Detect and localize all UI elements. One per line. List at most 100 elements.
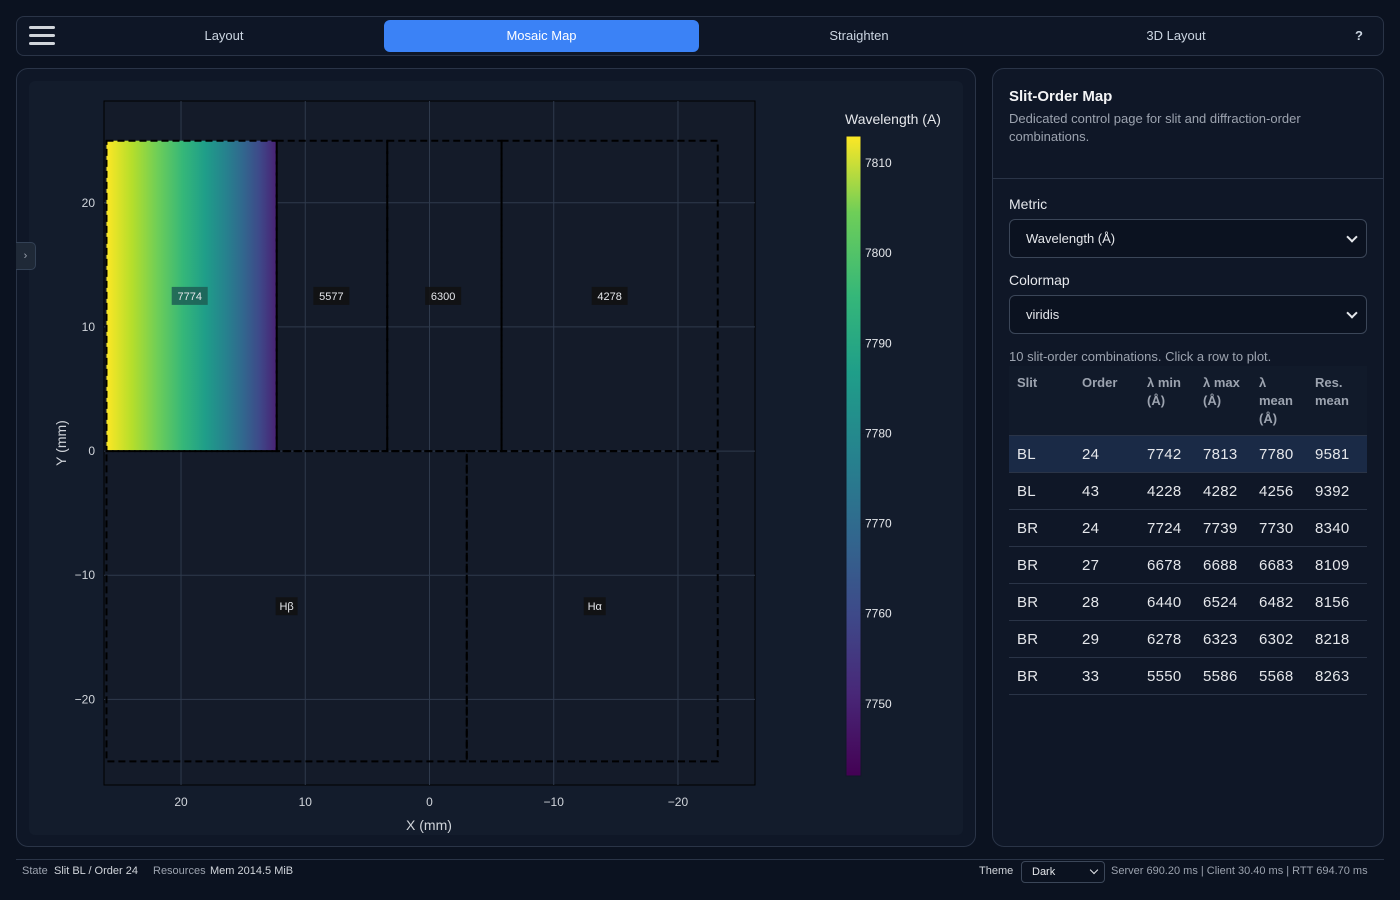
table-cell: 24 (1082, 446, 1100, 463)
table-cell: 28 (1082, 594, 1100, 611)
table-cell: 9392 (1315, 483, 1350, 500)
table-row[interactable]: BL 43 4228 4282 4256 9392 (1009, 473, 1367, 510)
side-panel-description: Dedicated control page for slit and diff… (1009, 111, 1301, 144)
table-cell: 6440 (1147, 594, 1182, 611)
resources-value: Mem 2014.5 MiB (210, 865, 294, 877)
mosaic-map-chart[interactable]: 7774 5577 6300 4278 Hβ Hα 20 10 0 −10 −20 20 10 0 −10… (16, 68, 976, 847)
colormap-label: Colormap (1009, 272, 1070, 288)
colorbar-tick-label: 7750 (865, 697, 892, 711)
table-body: BL 24 7742 7813 7780 9581 BL 43 4228 4282 4256 9392… (1009, 436, 1367, 695)
axis-ticks: 20 10 0 −10 −20 20 10 0 −10 −20 (75, 196, 689, 809)
column-header: λ max (Å) (1203, 375, 1240, 408)
colorbar-tick-label: 7790 (865, 336, 892, 350)
table-row[interactable]: BR 27 6678 6688 6683 8109 (1009, 547, 1367, 584)
region-label-box (313, 286, 350, 305)
region-outlines (105, 139, 719, 763)
tab-3d-layout[interactable]: 3D Layout (1146, 28, 1206, 43)
table-cell: 27 (1082, 557, 1100, 574)
colorbar-tick-label: 7770 (865, 517, 892, 531)
table-row[interactable]: BR 24 7724 7739 7730 8340 (1009, 510, 1367, 547)
combinations-note: 10 slit-order combinations. Click a row … (1009, 349, 1272, 364)
chevron-down-icon (1346, 231, 1358, 243)
table-row[interactable]: BR 29 6278 6323 6302 8218 (1009, 621, 1367, 658)
table-cell: 6678 (1147, 557, 1182, 574)
region-label-box (425, 286, 462, 305)
table-cell: 4282 (1203, 483, 1238, 500)
colormap-select-value: viridis (1026, 307, 1060, 322)
table-cell: 6323 (1203, 631, 1238, 648)
theme-select[interactable]: Dark (1021, 861, 1105, 883)
y-tick-label: 10 (82, 320, 96, 334)
table-cell: 9581 (1315, 446, 1350, 463)
colorbar-tick-label: 7810 (865, 156, 892, 170)
table-cell: 6683 (1259, 557, 1294, 574)
tab-mosaic-map[interactable]: Mosaic Map (384, 20, 699, 52)
column-header: λ mean (Å) (1259, 375, 1293, 426)
state-value: Slit BL / Order 24 (54, 865, 138, 877)
side-panel-title: Slit-Order Map (1009, 88, 1113, 105)
table-cell: 7730 (1259, 520, 1294, 537)
colorbar-title: Wavelength (A) (845, 111, 941, 127)
region-outline (500, 139, 719, 453)
expand-panel-toggle[interactable]: › (16, 242, 36, 270)
table-cell: 43 (1082, 483, 1100, 500)
state-label: State (22, 865, 48, 877)
region-outline (105, 450, 468, 763)
metric-label: Metric (1009, 196, 1048, 212)
colorbar-tick-label: 7780 (865, 426, 892, 440)
colormap-select[interactable]: viridis (1009, 295, 1367, 334)
metric-select[interactable]: Wavelength (Å) (1009, 219, 1367, 258)
chevron-down-icon (1346, 307, 1358, 319)
tab-layout[interactable]: Layout (204, 28, 244, 43)
table-cell: 4228 (1147, 483, 1182, 500)
status-bar-divider (16, 859, 1384, 860)
colorbar-tick-label: 7800 (865, 246, 892, 260)
colorbar (845, 135, 862, 777)
region-label: 5577 (319, 291, 343, 303)
side-panel-header: Slit-Order Map Dedicated control page fo… (993, 69, 1383, 179)
column-header: Order (1082, 375, 1118, 390)
table-cell: 7724 (1147, 520, 1182, 537)
table-cell: 6482 (1259, 594, 1294, 611)
colorbar-tick-label: 7760 (865, 607, 892, 621)
side-panel: Slit-Order Map Dedicated control page fo… (992, 68, 1384, 847)
table-cell: 7742 (1147, 446, 1182, 463)
tab-straighten[interactable]: Straighten (829, 28, 889, 43)
table-row[interactable]: BL 24 7742 7813 7780 9581 (1009, 436, 1367, 473)
region-label-box (583, 597, 606, 616)
table-cell: BL (1017, 446, 1036, 463)
y-tick-label: 0 (88, 444, 95, 458)
column-header: λ min (Å) (1147, 375, 1181, 408)
theme-label: Theme (979, 865, 1014, 877)
table-header: Slit Order λ min (Å) λ max (Å) λ mean (Å) Res. mea… (1009, 366, 1367, 436)
hamburger-menu-icon[interactable] (29, 25, 55, 47)
region-label: Hα (588, 601, 603, 613)
y-tick-label: −10 (75, 568, 96, 582)
column-header: Res. mean (1315, 375, 1349, 408)
table-cell: BR (1017, 668, 1039, 685)
top-nav: Layout Mosaic Map Straighten 3D Layout ? (16, 16, 1384, 56)
table-row[interactable]: BR 33 5550 5586 5568 8263 (1009, 658, 1367, 695)
table-cell: BR (1017, 557, 1039, 574)
table-cell: BL (1017, 483, 1036, 500)
help-button[interactable]: ? (1355, 28, 1363, 43)
table-row[interactable]: BR 28 6440 6524 6482 8156 (1009, 584, 1367, 621)
x-tick-label: −20 (668, 795, 689, 809)
table-cell: 4256 (1259, 483, 1294, 500)
x-tick-label: 0 (426, 795, 433, 809)
y-tick-label: −20 (75, 692, 96, 706)
table-cell: 5568 (1259, 668, 1294, 685)
table-cell: 8109 (1315, 557, 1350, 574)
table-cell: 6278 (1147, 631, 1182, 648)
table-cell: 8156 (1315, 594, 1350, 611)
x-tick-label: −10 (544, 795, 565, 809)
region-label: 7774 (177, 291, 201, 303)
region-label-box (591, 286, 628, 305)
column-header: Slit (1017, 375, 1038, 390)
timing-readout: Server 690.20 ms | Client 30.40 ms | RTT… (1111, 865, 1368, 877)
chevron-down-icon (1089, 865, 1099, 875)
table-cell: 33 (1082, 668, 1100, 685)
y-tick-label: 20 (82, 196, 96, 210)
x-axis-label: X (mm) (406, 817, 452, 833)
metric-select-value: Wavelength (Å) (1026, 231, 1116, 246)
